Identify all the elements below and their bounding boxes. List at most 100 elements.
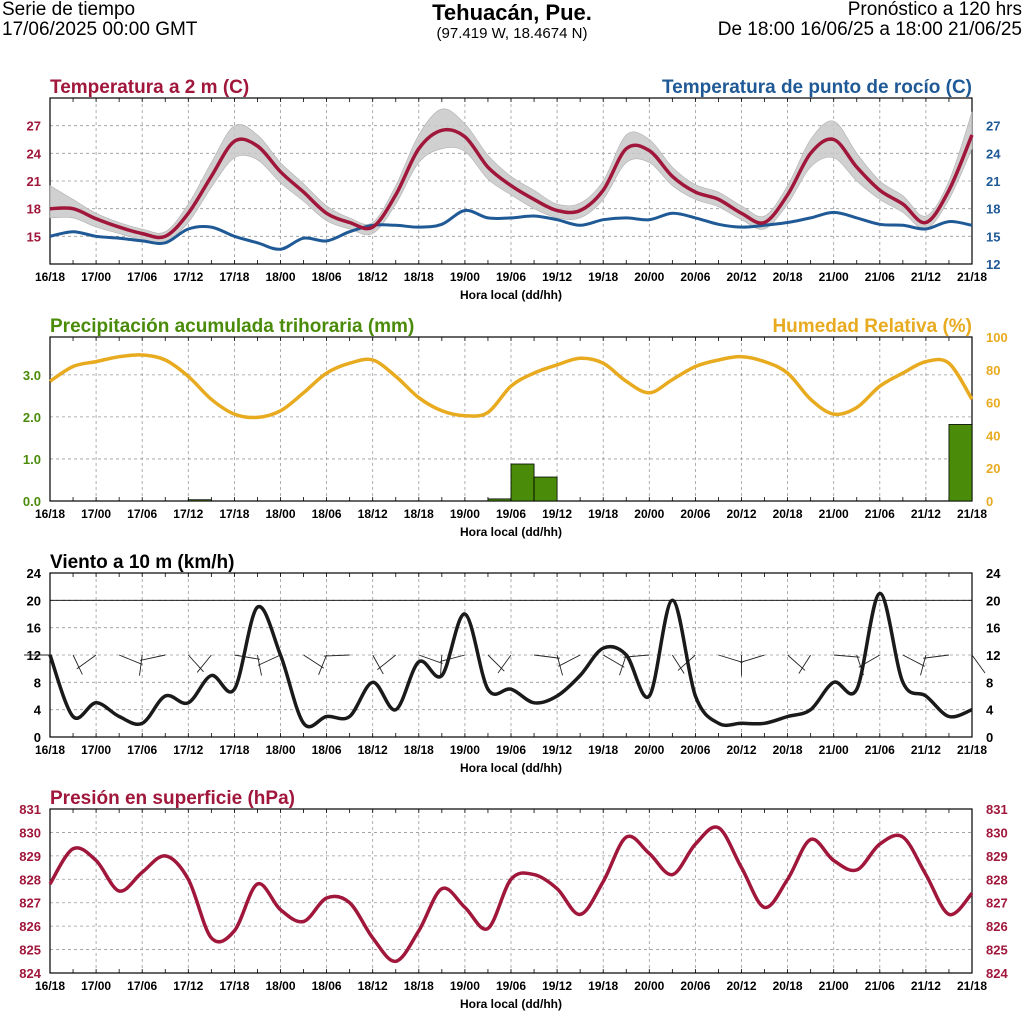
x-tick-label: 19/00 xyxy=(450,270,480,284)
x-tick-label: 17/00 xyxy=(81,979,111,993)
header-right: Pronóstico a 120 hrs De 18:00 16/06/25 a… xyxy=(718,0,1022,40)
x-tick-label: 20/06 xyxy=(680,270,710,284)
precip-bar xyxy=(948,424,973,502)
x-tick-label: 21/12 xyxy=(911,979,941,993)
y-tick-label-left: 0.0 xyxy=(23,494,41,509)
wind-barb-icon xyxy=(72,654,83,675)
y-tick-label-right: 0 xyxy=(986,730,993,745)
wind-barb-icon xyxy=(833,654,860,658)
precip-bar xyxy=(510,463,535,502)
wind-barb-icon xyxy=(671,654,685,674)
x-tick-label: 21/00 xyxy=(819,979,849,993)
y-tick-label-right: 20 xyxy=(986,461,1000,476)
y-tick-label-left: 12 xyxy=(27,648,41,663)
x-tick-label: 17/12 xyxy=(173,270,203,284)
x-tick-label: 17/06 xyxy=(127,979,157,993)
wind-barb-icon xyxy=(118,654,143,665)
y-tick-label-right: 21 xyxy=(986,174,1000,189)
y-tick-label-right: 825 xyxy=(986,943,1008,958)
x-tick-label: 20/06 xyxy=(680,979,710,993)
y-tick-label-right: 12 xyxy=(986,257,1000,272)
x-tick-label: 19/12 xyxy=(542,507,572,521)
x-tick-label: 21/18 xyxy=(957,507,987,521)
y-tick-label-right: 24 xyxy=(986,566,1001,581)
y-tick-label-left: 15 xyxy=(27,229,41,244)
wind-barb-icon xyxy=(497,654,512,674)
y-tick-label-left: 3.0 xyxy=(23,368,41,383)
panel-title: Precipitación acumulada trihoraria (mm) xyxy=(50,316,414,337)
x-tick-label: 17/18 xyxy=(219,979,249,993)
y-tick-label-left: 18 xyxy=(27,202,41,217)
y-tick-label-left: 20 xyxy=(27,593,41,608)
x-tick-label: 18/12 xyxy=(358,270,388,284)
wind-barb-icon xyxy=(558,654,581,667)
x-tick-label: 18/00 xyxy=(265,507,295,521)
y-tick-label-right: 60 xyxy=(986,396,1000,411)
x-tick-label: 16/18 xyxy=(35,270,65,284)
x-tick-label: 20/12 xyxy=(726,507,756,521)
x-tick-label: 18/00 xyxy=(265,743,295,757)
x-tick-label: 17/06 xyxy=(127,743,157,757)
wind-barb-icon xyxy=(187,654,204,673)
wind-barb-icon xyxy=(718,654,743,663)
wind-barb-icon xyxy=(971,654,986,674)
x-tick-label: 20/18 xyxy=(773,270,803,284)
x-tick-label: 19/06 xyxy=(496,743,526,757)
location-title: Tehuacán, Pue. xyxy=(432,0,592,25)
precip-bar xyxy=(533,476,558,502)
y-tick-label-left: 825 xyxy=(19,943,41,958)
x-tick-label: 21/12 xyxy=(911,743,941,757)
y-tick-label-right: 0 xyxy=(986,494,993,509)
panel-title: Viento a 10 m (km/h) xyxy=(50,552,234,573)
y-tick-label-right: 15 xyxy=(986,229,1000,244)
x-axis-label: Hora local (dd/hh) xyxy=(460,525,562,539)
x-tick-label: 17/12 xyxy=(173,979,203,993)
x-tick-label: 17/06 xyxy=(127,507,157,521)
y-tick-label-right: 830 xyxy=(986,825,1008,840)
x-tick-label: 20/12 xyxy=(726,979,756,993)
wind-barb-icon xyxy=(234,654,260,660)
x-tick-label: 18/06 xyxy=(312,743,342,757)
x-tick-label: 19/12 xyxy=(542,743,572,757)
wind-barb-icon xyxy=(602,654,625,668)
humidity-line xyxy=(49,353,974,420)
y-tick-label-left: 826 xyxy=(19,919,41,934)
y-tick-label-right: 16 xyxy=(986,621,1000,636)
x-tick-label: 20/00 xyxy=(634,979,664,993)
x-tick-label: 19/18 xyxy=(588,270,618,284)
wind-barb-icon xyxy=(740,654,765,663)
x-tick-label: 16/18 xyxy=(35,979,65,993)
x-tick-label: 20/12 xyxy=(726,270,756,284)
wind-barb-icon xyxy=(257,654,262,676)
x-tick-label: 21/06 xyxy=(865,507,895,521)
x-axis-label: Hora local (dd/hh) xyxy=(460,997,562,1011)
wind-barb-icon xyxy=(902,654,925,667)
x-tick-label: 19/06 xyxy=(496,270,526,284)
x-tick-label: 19/06 xyxy=(496,979,526,993)
y-tick-label-right: 27 xyxy=(986,119,1000,134)
x-tick-label: 17/00 xyxy=(81,507,111,521)
x-tick-label: 19/00 xyxy=(450,743,480,757)
y-tick-label-left: 2.0 xyxy=(23,410,41,425)
precip-bar xyxy=(487,498,512,502)
wind-speed-line xyxy=(48,591,973,729)
panel-title: Presión en superficie (hPa) xyxy=(50,788,295,809)
x-tick-label: 18/18 xyxy=(404,507,434,521)
run-datetime: 17/06/2025 00:00 GMT xyxy=(2,19,198,40)
wind-barb-icon xyxy=(76,654,97,670)
y-tick-label-right: 827 xyxy=(986,896,1008,911)
x-tick-label: 20/18 xyxy=(773,979,803,993)
y-tick-label-right: 40 xyxy=(986,428,1000,443)
header-center: Tehuacán, Pue. (97.419 W, 18.4674 N) xyxy=(0,0,1024,42)
wind-barb-icon xyxy=(533,654,560,659)
x-tick-label: 17/12 xyxy=(173,507,203,521)
y-tick-label-right: 829 xyxy=(986,849,1008,864)
y-tick-label-right: 100 xyxy=(986,330,1008,345)
y-tick-label-left: 24 xyxy=(27,146,42,161)
plot-frame xyxy=(49,808,973,974)
x-tick-label: 18/00 xyxy=(265,270,295,284)
series-type-label: Serie de tiempo xyxy=(2,0,136,20)
y-tick-label-left: 24 xyxy=(27,566,42,581)
x-tick-label: 21/06 xyxy=(865,979,895,993)
temperature-panel: 16/18 17/00 17/06 17/12 17/18 18/00 18/06 18/12… xyxy=(27,77,1002,302)
